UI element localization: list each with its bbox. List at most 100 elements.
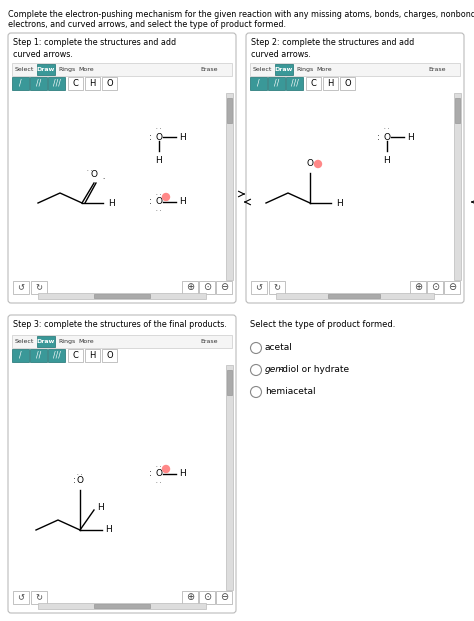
Text: Draw: Draw [37,67,55,72]
Text: C: C [73,351,78,360]
Text: ↻: ↻ [36,283,43,292]
Bar [250,77,267,90]
Bar [286,77,303,90]
Text: O: O [76,476,83,485]
Text: H: H [97,502,104,512]
Text: O: O [155,469,163,479]
Bar [48,349,65,362]
Bar [427,281,443,294]
Bar [30,77,47,90]
Text: ↺: ↺ [18,283,25,292]
Text: Select: Select [15,339,35,344]
Text: ↺: ↺ [255,283,263,292]
Text: ⊕: ⊕ [414,283,422,292]
Text: ⊙: ⊙ [203,283,211,292]
Bar [12,349,29,362]
Text: Draw: Draw [37,339,55,344]
Bar [94,294,150,298]
Bar [216,591,232,604]
Text: · ·: · · [156,463,162,468]
Text: hemiacetal: hemiacetal [265,388,316,396]
Text: H: H [179,197,186,207]
Bar [410,281,426,294]
Text: · ·: · · [87,168,92,173]
Bar [68,349,83,362]
Bar [226,365,233,590]
Circle shape [163,194,170,201]
Bar [227,370,232,395]
Text: · ·: · · [384,127,390,132]
Text: /: / [257,79,260,88]
Bar [455,98,460,123]
Text: :: : [149,469,151,479]
Bar [102,349,117,362]
Text: ·: · [102,176,104,182]
Text: Select the type of product formed.: Select the type of product formed. [250,320,395,329]
Bar [12,335,232,348]
Bar [268,77,285,90]
Text: ///: /// [53,79,61,88]
Bar [38,603,206,609]
FancyBboxPatch shape [8,33,236,303]
Bar [226,93,233,280]
Text: ⊙: ⊙ [431,283,439,292]
Text: H: H [89,79,96,88]
Text: · ·: · · [77,473,82,478]
Bar [30,349,47,362]
Text: O: O [155,197,163,207]
Text: H: H [383,156,391,165]
Text: · ·: · · [156,481,162,486]
Bar [85,77,100,90]
Text: Erase: Erase [201,339,218,344]
Bar [182,281,198,294]
Bar [31,281,47,294]
Bar [199,591,215,604]
Text: More: More [316,67,332,72]
Text: H: H [105,525,112,535]
Bar [68,77,83,90]
Text: · ·: · · [156,127,162,132]
Text: H: H [179,469,186,479]
Text: Step 1: complete the structures and add
curved arrows.: Step 1: complete the structures and add … [13,38,176,59]
Text: ↺: ↺ [18,593,25,602]
Text: H: H [328,79,334,88]
Bar [250,63,460,76]
Text: More: More [78,339,94,344]
Bar [276,293,434,299]
Bar [12,63,232,76]
Text: ⊖: ⊖ [220,283,228,292]
Bar [38,293,206,299]
Text: H: H [108,199,115,207]
Text: Select: Select [253,67,273,72]
Text: O: O [106,79,113,88]
Text: Erase: Erase [201,67,218,72]
Text: ⊖: ⊖ [448,283,456,292]
Text: O: O [106,351,113,360]
Circle shape [315,160,321,168]
Bar [269,281,285,294]
Text: · ·: · · [156,209,162,214]
Text: Rings: Rings [58,339,75,344]
Text: Complete the electron-pushing mechanism for the given reaction with any missing : Complete the electron-pushing mechanism … [8,10,474,19]
Text: O: O [155,132,163,142]
Text: gem: gem [265,366,285,374]
Text: ⊕: ⊕ [186,592,194,602]
Text: //: // [36,351,41,360]
Bar [454,93,461,280]
Bar [323,77,338,90]
Text: ⊙: ⊙ [203,592,211,602]
Text: ↻: ↻ [273,283,281,292]
Text: :: : [377,132,379,142]
Bar [48,77,65,90]
Text: Draw: Draw [275,67,293,72]
Text: H: H [336,199,343,207]
Text: :: : [149,197,151,207]
Text: O: O [344,79,351,88]
Bar [306,77,321,90]
Text: ⊕: ⊕ [186,283,194,292]
Text: ///: /// [291,79,299,88]
Bar [12,77,29,90]
Bar [94,604,150,608]
Text: //: // [274,79,279,88]
Bar [328,294,380,298]
